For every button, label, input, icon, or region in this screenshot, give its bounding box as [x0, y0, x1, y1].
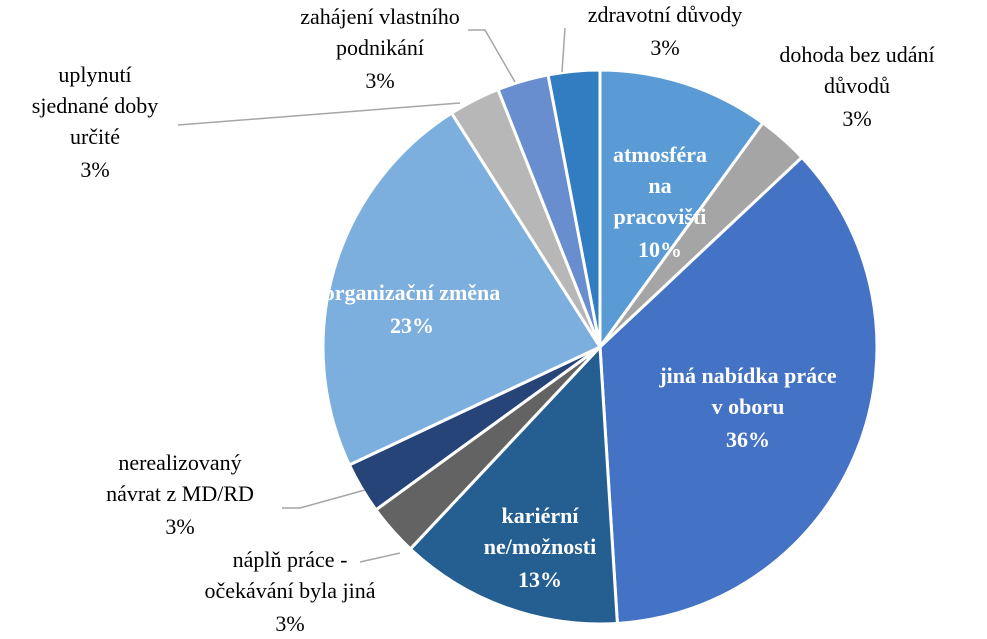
leader-line [282, 489, 366, 509]
slice-label: kariérní ne/možnosti [484, 503, 596, 559]
slice-value-label: 10% [638, 237, 682, 262]
slice-value-label: 23% [390, 313, 434, 338]
leader-line [561, 27, 566, 73]
slice-label: jiná nabídka práce v oboru [658, 363, 836, 419]
slice-label: zahájení vlastního podnikání [300, 4, 459, 60]
leader-line [468, 29, 516, 83]
pie-slice [546, 68, 602, 348]
slice-label: uplynutí sjednané doby určité [32, 62, 158, 149]
pie-slice [598, 155, 879, 626]
slice-label: atmosféra na pracovišti [613, 142, 707, 229]
slice-value-label: 3% [275, 611, 304, 636]
slice-value-label: 3% [80, 157, 109, 182]
pie-slice [408, 343, 619, 626]
slice-value-label: 36% [726, 427, 770, 452]
slice-value-label: 3% [165, 514, 194, 539]
pie-slice [321, 111, 603, 467]
slice-value-label: 13% [518, 567, 562, 592]
slice-value-label: 3% [365, 68, 394, 93]
slice-label: nerealizovaný návrat z MD/RD [106, 450, 254, 506]
slice-label: organizační změna [324, 280, 501, 305]
slice-value-label: 3% [650, 35, 679, 60]
pie-slice [598, 68, 765, 352]
slice-label: náplň práce -očekávání byla jiná [204, 547, 375, 603]
leader-line [177, 102, 461, 126]
slice-value-label: 3% [842, 106, 871, 131]
leader-line [359, 552, 401, 563]
slice-label: zdravotní důvody [588, 2, 743, 27]
slice-label: dohoda bez udání důvodů [779, 42, 934, 98]
